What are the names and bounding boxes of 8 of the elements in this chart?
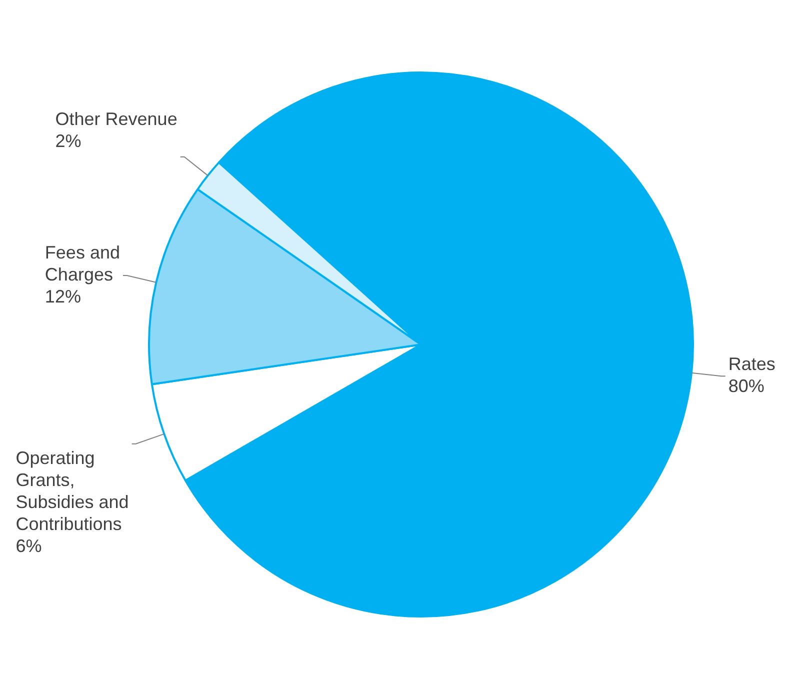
slice-label: Rates xyxy=(728,354,776,374)
data-label: 12% xyxy=(44,286,81,307)
slice-label: Operating Grants, Subsidies and Contributions xyxy=(16,448,129,534)
data-label: 80% xyxy=(728,376,764,396)
slice-label: Fees and Charges xyxy=(44,242,120,285)
slice-label: Other Revenue xyxy=(55,108,178,129)
data-label: 2% xyxy=(55,130,82,151)
data-label: 6% xyxy=(16,536,42,556)
